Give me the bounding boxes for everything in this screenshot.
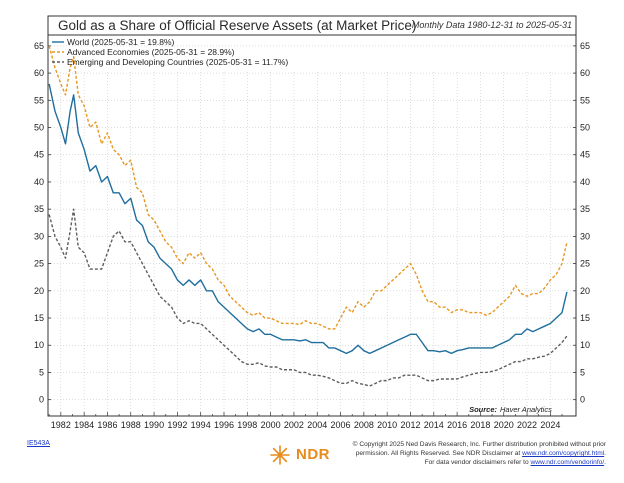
chart-id-link[interactable]: IE543A bbox=[27, 440, 50, 447]
y-tick-label-right: 50 bbox=[580, 123, 590, 133]
copyright-line-1: © Copyright 2025 Ned Davis Research, Inc… bbox=[352, 441, 606, 448]
x-tick-label: 2022 bbox=[517, 420, 537, 430]
y-tick-label-left: 0 bbox=[39, 395, 44, 405]
x-tick-label: 2020 bbox=[494, 420, 514, 430]
copyright-line-3-end: . bbox=[604, 459, 606, 466]
x-tick-label: 1984 bbox=[74, 420, 94, 430]
source-value: Haver Analytics bbox=[500, 405, 552, 414]
y-tick-label-left: 30 bbox=[34, 231, 44, 241]
x-tick-label: 1996 bbox=[214, 420, 234, 430]
y-tick-label-right: 25 bbox=[580, 259, 590, 269]
y-tick-label-left: 10 bbox=[34, 340, 44, 350]
x-tick-label: 1990 bbox=[144, 420, 164, 430]
x-tick-label: 2004 bbox=[307, 420, 327, 430]
x-tick-label: 2018 bbox=[470, 420, 490, 430]
chart-canvas: Gold as a Share of Official Reserve Asse… bbox=[34, 15, 590, 430]
y-tick-label-right: 0 bbox=[580, 395, 585, 405]
legend-label-emerging: Emerging and Developing Countries (2025-… bbox=[67, 57, 288, 67]
y-tick-label-right: 30 bbox=[580, 231, 590, 241]
copyright-line-3-text: For data vendor disclaimers refer to bbox=[424, 459, 531, 466]
x-tick-label: 1998 bbox=[237, 420, 257, 430]
ndr-logo-text: NDR bbox=[296, 446, 330, 463]
y-tick-label-right: 20 bbox=[580, 286, 590, 296]
y-tick-label-right: 65 bbox=[580, 41, 590, 51]
y-tick-label-left: 65 bbox=[34, 41, 44, 51]
y-tick-label-left: 55 bbox=[34, 95, 44, 105]
series-line-emerging bbox=[48, 208, 568, 387]
x-tick-label: 2000 bbox=[261, 420, 281, 430]
ndr-logo-icon bbox=[270, 445, 290, 465]
x-tick-label: 1994 bbox=[191, 420, 211, 430]
x-tick-label: 1982 bbox=[51, 420, 71, 430]
legend-label-world: World (2025-05-31 = 19.8%) bbox=[67, 37, 175, 47]
x-tick-label: 2014 bbox=[424, 420, 444, 430]
x-tick-label: 2016 bbox=[447, 420, 467, 430]
x-tick-label: 2012 bbox=[400, 420, 420, 430]
y-tick-label-right: 55 bbox=[580, 95, 590, 105]
y-tick-label-right: 15 bbox=[580, 313, 590, 323]
x-tick-label: 2010 bbox=[377, 420, 397, 430]
y-tick-label-right: 60 bbox=[580, 68, 590, 78]
y-tick-label-left: 25 bbox=[34, 259, 44, 269]
chart-subtitle: Monthly Data 1980-12-31 to 2025-05-31 bbox=[412, 20, 572, 30]
chart-title: Gold as a Share of Official Reserve Asse… bbox=[58, 18, 416, 33]
x-axis-ticks: 1982 1984 1986 1988 1990 1992 1994 1996 1998 2000… bbox=[48, 412, 563, 430]
copyright-link[interactable]: www.ndr.com/copyright.html bbox=[522, 450, 605, 457]
x-tick-label: 2002 bbox=[284, 420, 304, 430]
x-tick-label: 2008 bbox=[354, 420, 374, 430]
series-lines bbox=[48, 45, 568, 387]
y-tick-label-left: 15 bbox=[34, 313, 44, 323]
x-tick-label: 1992 bbox=[167, 420, 187, 430]
source-label: Source: bbox=[469, 405, 497, 414]
y-tick-label-left: 35 bbox=[34, 204, 44, 214]
copyright-line-3: For data vendor disclaimers refer to www… bbox=[338, 458, 606, 467]
copyright-line-2-end: . bbox=[604, 450, 606, 457]
x-tick-label: 1988 bbox=[121, 420, 141, 430]
series-line-world bbox=[48, 83, 568, 355]
y-tick-label-left: 20 bbox=[34, 286, 44, 296]
legend-label-advanced: Advanced Economies (2025-05-31 = 28.9%) bbox=[67, 47, 235, 57]
y-tick-label-right: 45 bbox=[580, 150, 590, 160]
x-tick-label: 2024 bbox=[540, 420, 560, 430]
copyright-line-2: permission. All Rights Reserved. See NDR… bbox=[338, 449, 606, 458]
y-tick-label-right: 35 bbox=[580, 204, 590, 214]
x-tick-label: 2006 bbox=[331, 420, 351, 430]
vendor-info-link[interactable]: www.ndr.com/vendorinfo/ bbox=[530, 459, 605, 466]
chart-border bbox=[47, 15, 577, 417]
y-tick-label-right: 10 bbox=[580, 340, 590, 350]
series-line-advanced bbox=[48, 45, 568, 330]
x-tick-label: 1986 bbox=[97, 420, 117, 430]
y-tick-label-right: 40 bbox=[580, 177, 590, 187]
y-tick-label-left: 50 bbox=[34, 123, 44, 133]
copyright-line-2-text: permission. All Rights Reserved. See NDR… bbox=[355, 450, 523, 457]
y-tick-label-right: 5 bbox=[580, 367, 585, 377]
y-tick-label-left: 45 bbox=[34, 150, 44, 160]
y-tick-label-left: 60 bbox=[34, 68, 44, 78]
grid-lines bbox=[48, 45, 576, 416]
y-tick-label-left: 40 bbox=[34, 177, 44, 187]
copyright-notice: © Copyright 2025 Ned Davis Research, Inc… bbox=[338, 440, 606, 467]
legend: World (2025-05-31 = 19.8%) Advanced Econ… bbox=[52, 37, 288, 67]
y-tick-label-left: 5 bbox=[39, 367, 44, 377]
